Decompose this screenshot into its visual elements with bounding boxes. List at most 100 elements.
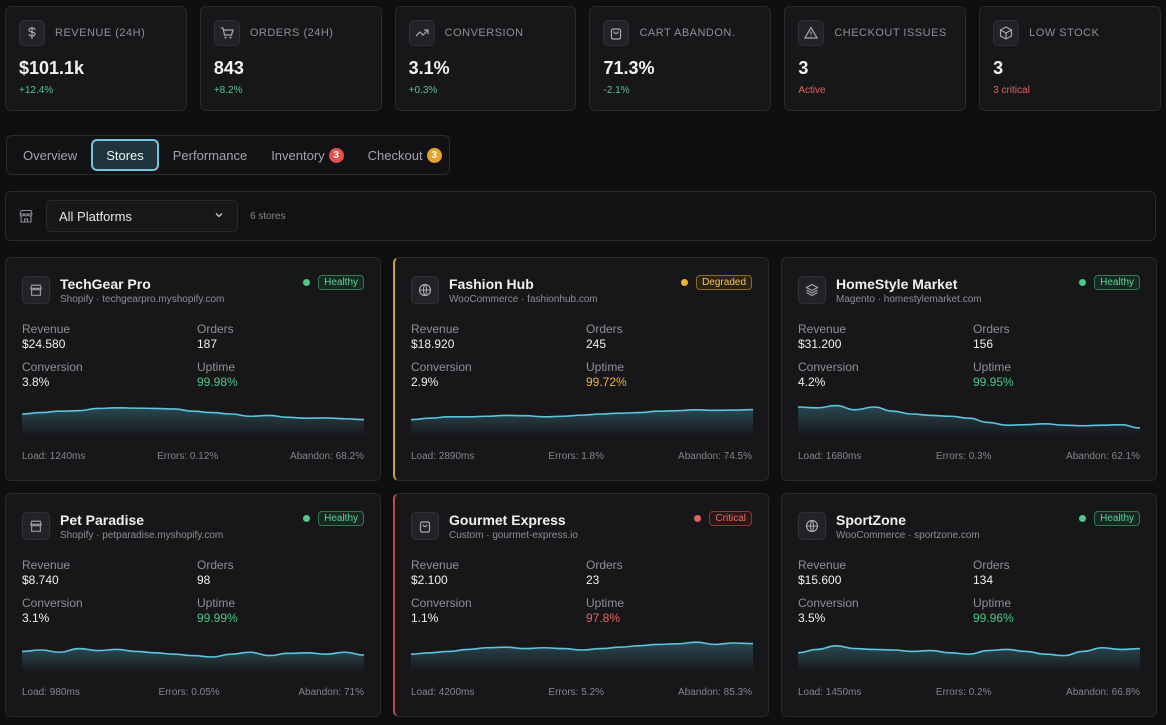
orders-label: Orders <box>586 322 623 336</box>
revenue-value: $2.100 <box>411 573 448 587</box>
uptime-value: 99.95% <box>973 375 1014 389</box>
abandon-rate: Abandon: 66.8% <box>1066 687 1140 698</box>
kpi-label: CART ABANDON. <box>639 27 736 39</box>
kpi-label: CHECKOUT ISSUES <box>834 27 947 39</box>
load-time: Load: 1680ms <box>798 451 862 462</box>
tab-label: Inventory <box>271 147 325 163</box>
kpi-delta: -2.1% <box>603 85 630 96</box>
store-platform: WooCommerce · fashionhub.com <box>449 294 598 305</box>
kpi-delta: 3 critical <box>993 85 1030 96</box>
store-card[interactable]: HomeStyle Market Magento · homestylemark… <box>781 257 1157 481</box>
orders-label: Orders <box>197 322 234 336</box>
tab-badge: 3 <box>426 147 442 163</box>
kpi-label: CONVERSION <box>444 27 524 39</box>
sparkline-area <box>22 648 364 672</box>
orders-value: 134 <box>973 573 994 587</box>
store-platform: Shopify · techgearpro.myshopify.com <box>60 294 225 305</box>
status-indicator: Healthy <box>303 275 364 290</box>
revenue-label: Revenue <box>411 322 460 336</box>
kpi-card-low-stock: LOW STOCK 3 3 critical <box>979 6 1161 111</box>
conversion-label: Conversion <box>22 360 83 374</box>
status-dot <box>303 279 311 286</box>
store-name: HomeStyle Market <box>836 276 958 292</box>
globe-icon <box>798 512 826 540</box>
kpi-card-checkout-issues: CHECKOUT ISSUES 3 Active <box>784 6 967 111</box>
box-icon <box>993 20 1020 46</box>
cart-icon <box>213 20 240 46</box>
trend-up-icon <box>408 20 435 46</box>
revenue-value: $8.740 <box>22 573 59 587</box>
status-badge: Critical <box>709 511 752 526</box>
error-rate: Errors: 1.8% <box>548 451 604 462</box>
kpi-delta: +12.4% <box>19 85 54 96</box>
kpi-delta: +8.2% <box>213 85 243 96</box>
conversion-label: Conversion <box>411 596 472 610</box>
abandon-rate: Abandon: 74.5% <box>678 451 752 462</box>
status-indicator: Critical <box>694 511 752 526</box>
store-card[interactable]: Fashion Hub WooCommerce · fashionhub.com… <box>393 257 769 481</box>
orders-value: 245 <box>586 337 607 351</box>
store-card[interactable]: SportZone WooCommerce · sportzone.com He… <box>781 493 1157 717</box>
storefront-icon <box>18 208 34 224</box>
status-dot <box>303 515 311 522</box>
chevron-down-icon <box>213 209 225 224</box>
tab-performance[interactable]: Performance <box>161 139 259 171</box>
store-name: Pet Paradise <box>60 512 145 528</box>
sparkline <box>22 647 364 672</box>
error-rate: Errors: 0.3% <box>935 451 992 462</box>
status-indicator: Healthy <box>1079 275 1140 290</box>
tab-label: Overview <box>23 147 78 163</box>
warning-icon <box>798 20 825 46</box>
orders-label: Orders <box>973 322 1010 336</box>
uptime-label: Uptime <box>586 596 625 610</box>
conversion-value: 3.8% <box>22 375 50 389</box>
status-dot <box>1079 279 1087 286</box>
conversion-value: 2.9% <box>411 375 439 389</box>
store-platform: WooCommerce · sportzone.com <box>836 530 980 541</box>
error-rate: Errors: 5.2% <box>548 687 604 698</box>
tab-stores[interactable]: Stores <box>91 139 159 171</box>
bag-icon <box>603 20 630 46</box>
revenue-value: $18.920 <box>411 337 455 351</box>
tab-badge: 3 <box>328 147 344 163</box>
sparkline-area <box>798 645 1140 672</box>
sparkline <box>411 408 753 436</box>
tab-inventory[interactable]: Inventory 3 <box>259 139 355 171</box>
tab-overview[interactable]: Overview <box>11 139 89 171</box>
status-indicator: Healthy <box>1079 511 1140 526</box>
status-badge: Healthy <box>318 511 364 526</box>
status-dot <box>694 515 702 522</box>
kpi-value: 3.1% <box>408 58 450 78</box>
kpi-label: ORDERS (24H) <box>249 27 334 39</box>
kpi-delta: +0.3% <box>408 85 438 96</box>
uptime-label: Uptime <box>973 360 1012 374</box>
sparkline-line <box>22 407 364 421</box>
sparkline <box>22 407 364 436</box>
revenue-label: Revenue <box>22 558 71 572</box>
status-dot <box>681 279 689 286</box>
revenue-label: Revenue <box>798 322 847 336</box>
platform-select[interactable]: All Platforms <box>46 200 238 232</box>
kpi-value: 843 <box>213 58 244 78</box>
revenue-label: Revenue <box>798 558 847 572</box>
orders-label: Orders <box>973 558 1010 572</box>
store-card[interactable]: Gourmet Express Custom · gourmet-express… <box>393 493 769 717</box>
status-badge: Healthy <box>318 275 364 290</box>
store-name: Fashion Hub <box>449 276 534 292</box>
tab-checkout[interactable]: Checkout 3 <box>356 139 454 171</box>
sparkline <box>798 404 1140 436</box>
conversion-label: Conversion <box>798 596 859 610</box>
store-card[interactable]: TechGear Pro Shopify · techgearpro.mysho… <box>5 257 381 481</box>
revenue-value: $15.600 <box>798 573 842 587</box>
kpi-card-orders: ORDERS (24H) 843 +8.2% <box>199 6 382 111</box>
error-rate: Errors: 0.2% <box>935 687 992 698</box>
store-card[interactable]: Pet Paradise Shopify · petparadise.mysho… <box>5 493 381 717</box>
load-time: Load: 980ms <box>22 687 80 698</box>
filter-bar: All Platforms 6 stores <box>5 191 1156 241</box>
layers-icon <box>798 276 826 304</box>
tab-label: Performance <box>172 147 248 163</box>
orders-value: 98 <box>197 573 211 587</box>
orders-label: Orders <box>586 558 623 572</box>
sparkline <box>411 641 753 672</box>
load-time: Load: 1450ms <box>798 687 862 698</box>
